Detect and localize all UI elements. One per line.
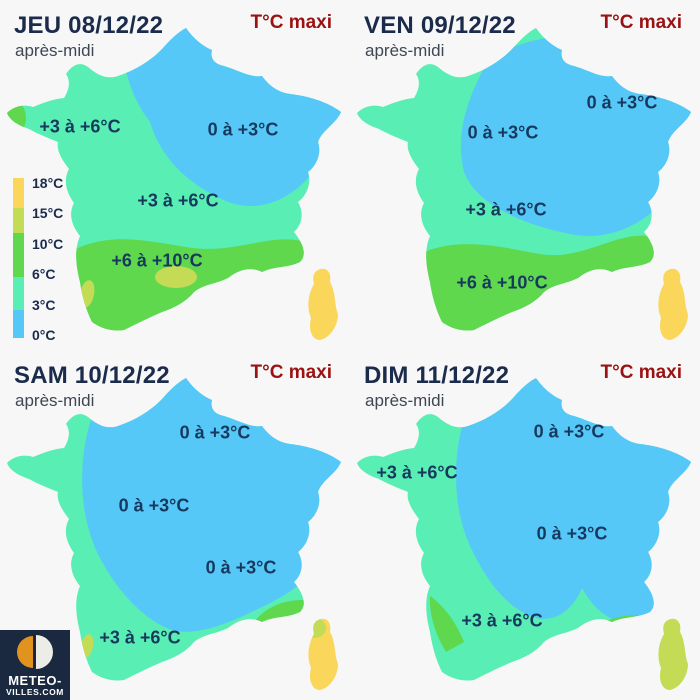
day-subtitle: après-midi bbox=[15, 391, 95, 410]
temp-range-label: 0 à +3°C bbox=[467, 122, 539, 143]
day-title: VEN 09/12/22 bbox=[364, 12, 516, 39]
temp-range-label: 0 à +3°C bbox=[586, 92, 658, 113]
legend-color-bar bbox=[13, 178, 24, 338]
france-temperature-map-saturday bbox=[7, 378, 341, 690]
temp-maxi-heading: T°C maxi bbox=[250, 12, 332, 33]
france-temperature-map-friday bbox=[357, 28, 691, 340]
temp-maxi-heading: T°C maxi bbox=[600, 362, 682, 383]
day-subtitle: après-midi bbox=[365, 391, 445, 410]
legend-swatch-18 bbox=[13, 178, 24, 208]
france-temperature-map-sunday bbox=[357, 378, 691, 690]
temp-range-label: +3 à +6°C bbox=[137, 190, 219, 211]
forecast-panel-friday: VEN 09/12/22 après-midi T°C maxi 0 à +3°… bbox=[350, 0, 700, 350]
legend-label: 10°C bbox=[32, 236, 64, 252]
meteo-villes-logo[interactable]: METEO- VILLES.COM bbox=[0, 630, 70, 700]
temp-range-label: 0 à +3°C bbox=[533, 421, 605, 442]
temp-range-label: +3 à +6°C bbox=[376, 462, 458, 483]
temp-maxi-heading: T°C maxi bbox=[250, 362, 332, 383]
legend-label: 15°C bbox=[32, 205, 64, 221]
forecast-panel-sunday: DIM 11/12/22 après-midi T°C maxi 0 à +3°… bbox=[350, 350, 700, 700]
temp-maxi-heading: T°C maxi bbox=[600, 12, 682, 33]
logo-text-line2: VILLES.COM bbox=[6, 687, 64, 697]
temp-range-label: 0 à +3°C bbox=[536, 523, 608, 544]
temp-range-label: 0 à +3°C bbox=[179, 422, 251, 443]
meteo-villes-sun-icon bbox=[17, 635, 53, 669]
legend-swatch-3-6 bbox=[13, 277, 24, 310]
day-title: DIM 11/12/22 bbox=[364, 362, 510, 389]
forecast-panel-thursday: JEU 08/12/22 après-midi T°C maxi +3 à +6… bbox=[0, 0, 350, 350]
legend-label: 6°C bbox=[32, 266, 56, 282]
legend-swatch-15 bbox=[13, 208, 24, 233]
forecast-panel-saturday: SAM 10/12/22 après-midi T°C maxi 0 à +3°… bbox=[0, 350, 350, 700]
day-title: JEU 08/12/22 bbox=[14, 12, 164, 39]
temp-range-label: +6 à +10°C bbox=[456, 272, 548, 293]
temperature-color-legend: 18°C 15°C 10°C 6°C 3°C 0°C bbox=[13, 175, 93, 344]
temp-range-label: 0 à +3°C bbox=[207, 119, 279, 140]
legend-label: 0°C bbox=[32, 327, 56, 343]
day-subtitle: après-midi bbox=[365, 41, 445, 60]
temp-range-label: +3 à +6°C bbox=[461, 610, 543, 631]
logo-text-line1: METEO- bbox=[8, 673, 62, 688]
temp-range-label: 0 à +3°C bbox=[118, 495, 190, 516]
day-subtitle: après-midi bbox=[15, 41, 95, 60]
temp-range-label: +3 à +6°C bbox=[99, 627, 181, 648]
temp-range-label: +6 à +10°C bbox=[111, 250, 203, 271]
temp-range-label: 0 à +3°C bbox=[205, 557, 277, 578]
temp-range-label: +3 à +6°C bbox=[39, 116, 121, 137]
temp-range-label: +3 à +6°C bbox=[465, 199, 547, 220]
legend-swatch-10 bbox=[13, 233, 24, 277]
day-title: SAM 10/12/22 bbox=[14, 362, 170, 389]
legend-label: 18°C bbox=[32, 175, 64, 191]
france-temperature-map-thursday bbox=[7, 28, 341, 340]
legend-label: 3°C bbox=[32, 297, 56, 313]
legend-swatch-0 bbox=[13, 310, 24, 338]
